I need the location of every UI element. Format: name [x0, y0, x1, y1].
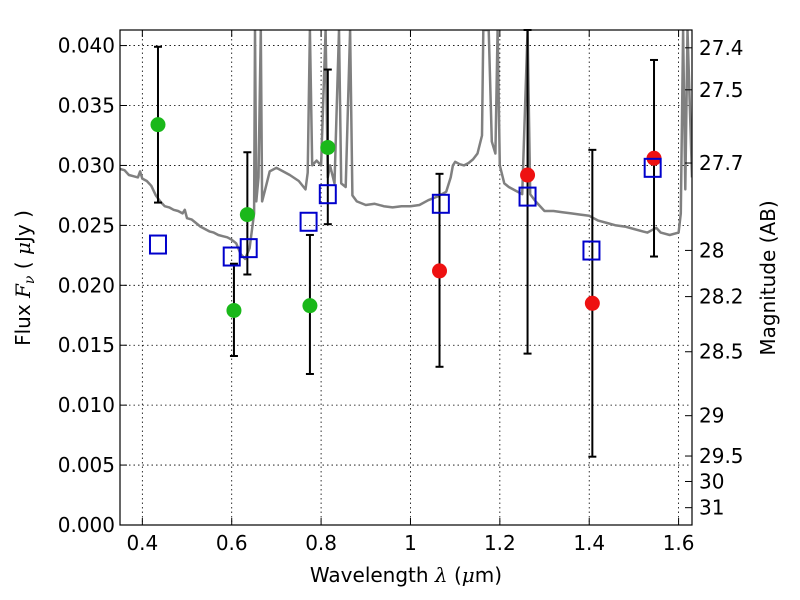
y2-axis-label: Magnitude (AB): [756, 200, 780, 355]
model-line: [120, 30, 692, 261]
model-square-point: [239, 238, 258, 259]
model-square-point: [518, 186, 537, 207]
green-data-point: [302, 298, 318, 314]
green-data-point: [320, 139, 336, 155]
model-square-point: [318, 184, 337, 205]
grid-lines: [120, 30, 692, 526]
green-points: [150, 117, 336, 318]
x-tick-label: 1.6: [663, 531, 695, 555]
plot-frame: [119, 29, 693, 526]
x-tick-label: 1.4: [573, 531, 605, 555]
y2-tick-label: 28.5: [699, 340, 744, 364]
y-tick-label: 0.010: [58, 393, 115, 417]
y-tick-label: 0.020: [58, 273, 115, 297]
green-data-point: [150, 117, 166, 133]
model-square-point: [299, 211, 318, 232]
x-axis-ticks: 0.4 0.6 0.8 1 1.2 1.4 1.6: [126, 30, 695, 555]
model-square-point: [431, 193, 450, 214]
model-square-point: [582, 240, 601, 261]
red-data-point: [432, 263, 448, 279]
x-tick-label: 0.4: [126, 531, 158, 555]
red-points: [432, 150, 662, 311]
y2-tick-label: 31: [699, 496, 724, 520]
x-tick-label: 1: [404, 531, 417, 555]
y-tick-label: 0.005: [58, 453, 115, 477]
y2-tick-label: 27.4: [699, 36, 744, 60]
model-squares: [148, 157, 662, 267]
y-axis-ticks: 0.000 0.005 0.010 0.015 0.020 0.025 0.030 0.035…: [58, 34, 127, 537]
error-bars: [153, 29, 659, 458]
y-tick-label: 0.000: [58, 513, 115, 537]
y2-axis-ticks: 27.4 27.5 27.7 28 28.2 28.5 29 29.530 31: [685, 36, 744, 520]
green-data-point: [226, 302, 242, 318]
y2-tick-label: 29.5: [699, 444, 744, 468]
y-tick-label: 0.025: [58, 213, 115, 237]
y2-tick-label: 28.2: [699, 285, 744, 309]
y-tick-label: 0.035: [58, 94, 115, 118]
y2-tick-label: 30: [699, 469, 724, 493]
model-square-point: [643, 157, 662, 178]
y2-tick-label: 27.7: [699, 151, 744, 175]
x-axis-label: Wavelength λ (μm): [310, 563, 502, 587]
x-tick-label: 1.2: [484, 531, 516, 555]
red-data-point: [584, 295, 600, 311]
y-tick-label: 0.030: [58, 153, 115, 177]
model-spectrum: [120, 30, 692, 261]
red-data-point: [520, 167, 536, 183]
y2-tick-label: 29: [699, 404, 724, 428]
green-data-point: [239, 207, 255, 223]
plot-background: [120, 30, 692, 525]
x-tick-label: 0.8: [305, 531, 337, 555]
model-square-point: [148, 234, 167, 255]
y-tick-label: 0.015: [58, 333, 115, 357]
x-tick-label: 0.6: [216, 531, 248, 555]
y2-tick-label: 28: [699, 238, 724, 262]
y-tick-label: 0.040: [58, 34, 115, 58]
y2-tick-label: 27.5: [699, 78, 744, 102]
y-axis-label: Flux Fν ( μJy ): [11, 210, 38, 346]
